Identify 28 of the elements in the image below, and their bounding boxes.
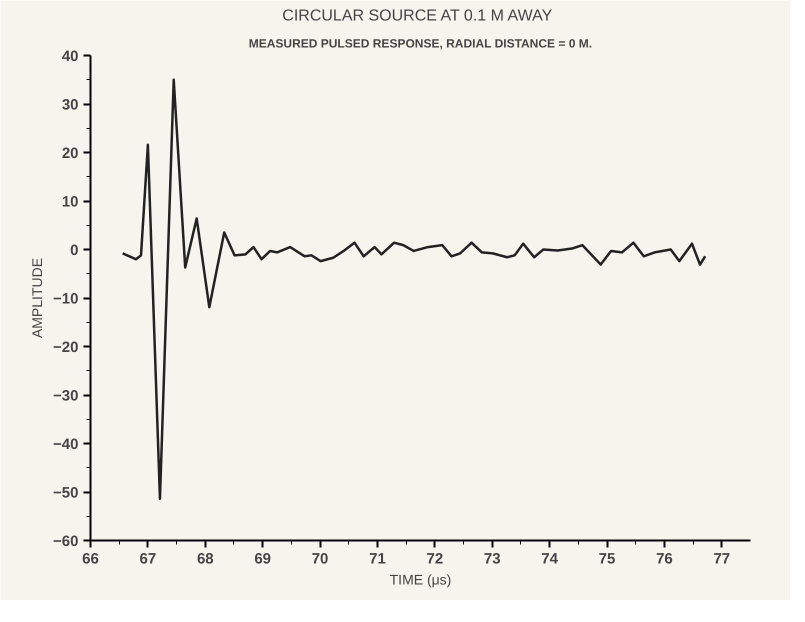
x-tick-label: 69 <box>254 550 272 568</box>
x-tick-label: 70 <box>312 550 328 568</box>
y-tick-label: −40 <box>53 436 79 453</box>
x-axis-title: TIME (μs) <box>390 572 452 588</box>
x-tick-label: 75 <box>598 550 616 568</box>
y-tick-label: 20 <box>62 145 79 162</box>
x-tick-label: 66 <box>82 550 99 568</box>
line-series <box>121 78 706 500</box>
x-tick-label: 71 <box>369 550 386 568</box>
y-tick-label: −20 <box>53 339 79 356</box>
x-tick-label: 67 <box>140 550 156 568</box>
x-tick-label: 74 <box>541 550 559 568</box>
chart-title: CIRCULAR SOURCE AT 0.1 M AWAY <box>282 8 553 24</box>
x-tick-label: 76 <box>656 550 673 568</box>
x-tick-label: 73 <box>484 550 501 568</box>
y-tick-label: 40 <box>62 48 79 65</box>
x-tick-label: 72 <box>426 550 444 568</box>
x-tick-label: 68 <box>196 550 214 568</box>
x-tick-label: 77 <box>713 550 730 568</box>
y-tick-label: −10 <box>53 290 79 308</box>
y-tick-label: 10 <box>62 194 79 210</box>
y-tick-label: −50 <box>53 484 79 502</box>
y-tick-label: −30 <box>53 388 79 404</box>
y-axis-title: AMPLITUDE <box>29 258 46 338</box>
y-tick-label: 30 <box>62 96 79 114</box>
y-tick-label: 0 <box>70 242 78 259</box>
y-tick-label: −60 <box>53 533 79 550</box>
chart-subtitle: MEASURED PULSED RESPONSE, RADIAL DISTANCE = 0 M. <box>248 36 592 50</box>
